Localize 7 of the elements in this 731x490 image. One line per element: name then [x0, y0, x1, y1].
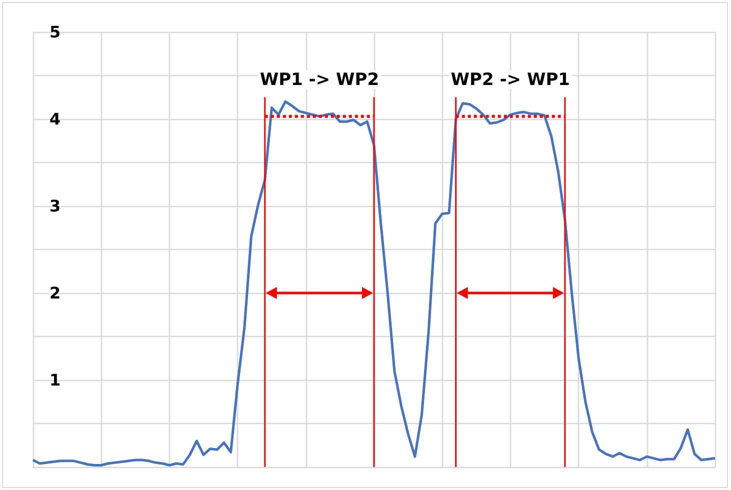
y-tick-label: 5	[49, 22, 61, 42]
y-tick-label: 4	[49, 110, 61, 128]
annotation: WP2 -> WP1	[450, 70, 570, 90]
y-tick-label: 1	[49, 370, 61, 390]
y-tick-label: 2	[49, 284, 61, 302]
y-tick-label: 3	[49, 196, 61, 216]
annotation: WP1 -> WP2	[260, 70, 380, 90]
